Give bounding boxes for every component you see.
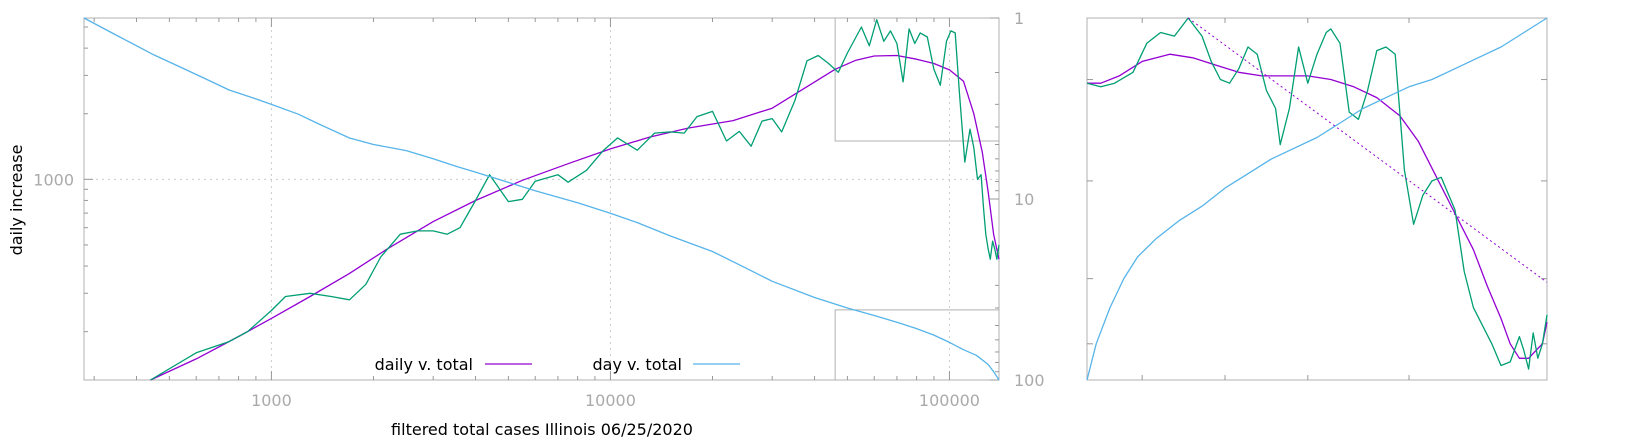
x-tick-label: 1000 xyxy=(251,391,292,410)
inset-series-line-raw xyxy=(1086,17,1548,370)
x-tick-label: 10000 xyxy=(585,391,636,410)
inset-series-line-smooth xyxy=(1087,53,1548,359)
inset-series xyxy=(1086,17,1548,381)
inset-plot-frame xyxy=(1086,17,1548,381)
y2-tick-label: 10 xyxy=(1014,190,1034,209)
x-axis-title: filtered total cases Illinois 06/25/2020 xyxy=(391,420,693,439)
legend-label-daily: daily v. total xyxy=(375,355,473,374)
y-axis-title: daily increase xyxy=(7,145,26,256)
inset-reference-line xyxy=(1187,17,1548,283)
zoom-indicator xyxy=(834,18,999,380)
inset-plot xyxy=(1086,17,1548,381)
x-tick-label: 100000 xyxy=(919,391,980,410)
series-line-daily-v-total xyxy=(150,54,1000,381)
y-tick-label: 1000 xyxy=(33,170,74,189)
y2-tick-label: 1 xyxy=(1014,9,1024,28)
main-ticks xyxy=(84,17,999,381)
legend: daily v. total day v. total xyxy=(375,355,740,374)
zoom-box xyxy=(834,18,999,142)
y2-tick-label: 100 xyxy=(1014,371,1045,390)
main-tick-labels: 1000 10000 100000 1000 1 10 100 xyxy=(33,9,1044,410)
main-plot: 1000 10000 100000 1000 1 10 100 daily increase… xyxy=(7,9,1045,439)
zoom-connector xyxy=(834,309,999,380)
series-line-day-v-total xyxy=(83,17,1000,381)
inset-series-line-day xyxy=(1086,17,1548,381)
legend-label-day: day v. total xyxy=(593,355,683,374)
main-series xyxy=(83,17,1000,381)
series-line-daily-raw xyxy=(150,19,1000,381)
